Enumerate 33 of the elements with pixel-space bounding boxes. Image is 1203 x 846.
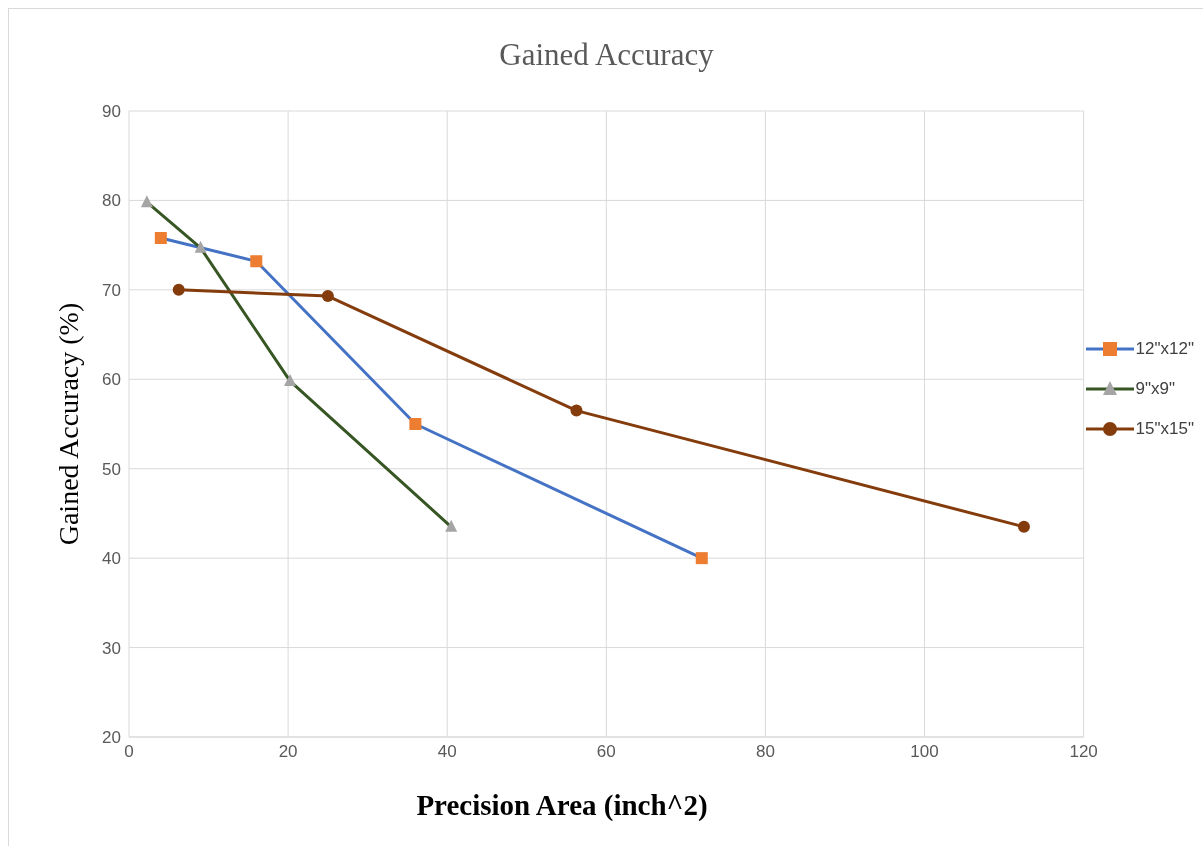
point: [409, 418, 422, 430]
x-axis-title: Precision Area (inch^2): [415, 789, 709, 822]
legend-label: 9"x9": [1135, 379, 1176, 399]
point: [695, 552, 708, 565]
point: [194, 240, 207, 253]
y-tick-label: 50: [102, 459, 121, 479]
point: [140, 195, 153, 208]
x-tick-label: 120: [1069, 742, 1098, 762]
x-tick-label: 100: [910, 742, 939, 762]
legend-label: 15"x15": [1135, 419, 1194, 439]
x-tick-label: 80: [755, 742, 775, 762]
y-tick-label: 90: [102, 102, 121, 122]
y-axis-title: Gained Accuracy (%): [53, 302, 85, 546]
x-tick-label: 40: [437, 742, 457, 762]
point: [321, 290, 334, 303]
y-tick-label: 70: [102, 280, 121, 300]
x-tick-label: 20: [278, 742, 298, 762]
chart-title: Gained Accuracy: [498, 37, 715, 73]
y-tick-label: 60: [102, 370, 121, 390]
point: [172, 283, 185, 296]
point: [1017, 520, 1030, 533]
y-tick-label: 20: [102, 728, 121, 748]
legend-label: 12"x12": [1135, 339, 1194, 359]
x-tick-label: 0: [124, 742, 134, 762]
point: [570, 404, 583, 417]
point: [445, 519, 458, 532]
x-tick-label: 60: [596, 742, 616, 762]
y-tick-label: 30: [102, 638, 121, 658]
point: [154, 231, 167, 244]
y-tick-label: 80: [102, 191, 121, 211]
point: [250, 255, 263, 268]
point: [284, 374, 297, 387]
y-tick-label: 40: [102, 549, 121, 569]
